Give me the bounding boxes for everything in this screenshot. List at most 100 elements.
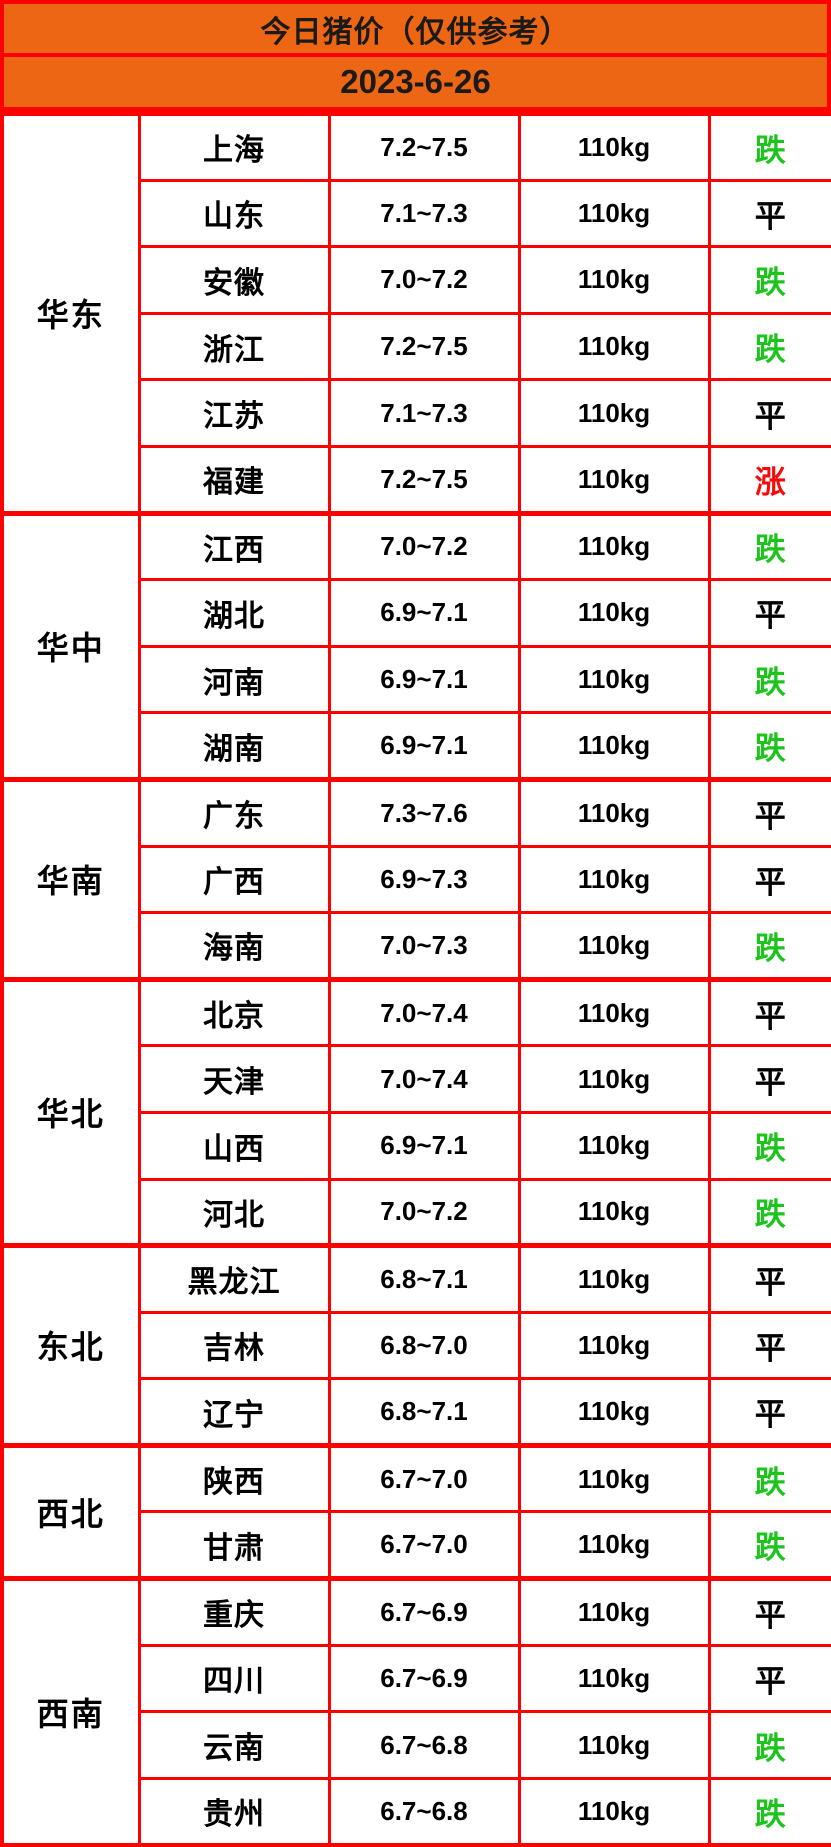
table-row: 江苏 7.1~7.3 110kg 平 — [2, 378, 831, 448]
price-cell: 6.9~7.1 — [327, 578, 521, 648]
weight-cell: 110kg — [517, 444, 711, 515]
province-cell: 江西 — [137, 510, 331, 582]
weight-cell: 110kg — [517, 378, 711, 448]
table-row: 广西 6.9~7.3 110kg 平 — [2, 844, 831, 915]
trend-cell: 平 — [707, 776, 831, 848]
region-cell: 东北 — [0, 1243, 141, 1447]
trend-cell: 平 — [707, 578, 831, 648]
table-row: 河北 7.0~7.2 110kg 跌 — [2, 1177, 831, 1248]
region-cell: 华东 — [0, 111, 141, 515]
province-cell: 广东 — [137, 776, 331, 848]
province-cell: 陕西 — [137, 1442, 331, 1514]
table-row: 河南 6.9~7.1 110kg 跌 — [2, 644, 831, 715]
table-row: 山东 7.1~7.3 110kg 平 — [2, 178, 831, 249]
weight-cell: 110kg — [517, 245, 711, 315]
province-cell: 山东 — [137, 178, 331, 249]
table-row: 海南 7.0~7.3 110kg 跌 — [2, 911, 831, 981]
price-cell: 7.2~7.5 — [327, 311, 521, 382]
trend-cell: 跌 — [707, 1442, 831, 1514]
table-row: 湖南 6.9~7.1 110kg 跌 — [2, 711, 831, 781]
trend-cell: 平 — [707, 1243, 831, 1314]
weight-cell: 110kg — [517, 776, 711, 848]
weight-cell: 110kg — [517, 976, 711, 1048]
trend-cell: 平 — [707, 1044, 831, 1114]
table-row: 甘肃 6.7~7.0 110kg 跌 — [2, 1510, 831, 1581]
province-cell: 安徽 — [137, 245, 331, 315]
table-row: 山西 6.9~7.1 110kg 跌 — [2, 1110, 831, 1181]
weight-cell: 110kg — [517, 1310, 711, 1381]
weight-cell: 110kg — [517, 311, 711, 382]
price-cell: 6.7~6.8 — [327, 1710, 521, 1780]
region-cell: 华南 — [0, 776, 141, 981]
trend-cell: 跌 — [707, 510, 831, 582]
price-cell: 7.0~7.4 — [327, 1044, 521, 1114]
trend-cell: 平 — [707, 1377, 831, 1447]
price-cell: 6.9~7.1 — [327, 1110, 521, 1181]
province-cell: 山西 — [137, 1110, 331, 1181]
weight-cell: 110kg — [517, 578, 711, 648]
price-cell: 6.7~6.9 — [327, 1576, 521, 1647]
region-cell: 华北 — [0, 976, 141, 1248]
region-cell: 西南 — [0, 1576, 141, 1847]
table-row: 安徽 7.0~7.2 110kg 跌 — [2, 245, 831, 315]
price-cell: 6.8~7.0 — [327, 1310, 521, 1381]
trend-cell: 跌 — [707, 911, 831, 981]
weight-cell: 110kg — [517, 178, 711, 249]
price-cell: 7.1~7.3 — [327, 178, 521, 249]
price-cell: 7.0~7.2 — [327, 245, 521, 315]
weight-cell: 110kg — [517, 1110, 711, 1181]
weight-cell: 110kg — [517, 711, 711, 781]
trend-cell: 平 — [707, 1643, 831, 1714]
province-cell: 云南 — [137, 1710, 331, 1780]
province-cell: 海南 — [137, 911, 331, 981]
table-row: 辽宁 6.8~7.1 110kg 平 — [2, 1377, 831, 1447]
weight-cell: 110kg — [517, 1710, 711, 1780]
price-cell: 7.2~7.5 — [327, 444, 521, 515]
trend-cell: 跌 — [707, 711, 831, 781]
province-cell: 贵州 — [137, 1776, 331, 1847]
table-row: 华中 江西 7.0~7.2 110kg 跌 — [0, 510, 831, 781]
weight-cell: 110kg — [517, 1044, 711, 1114]
price-cell: 7.0~7.2 — [327, 510, 521, 582]
trend-cell: 跌 — [707, 1776, 831, 1847]
table-row: 西南 重庆 6.7~6.9 110kg 平 — [0, 1576, 831, 1847]
province-cell: 甘肃 — [137, 1510, 331, 1581]
weight-cell: 110kg — [517, 911, 711, 981]
province-cell: 江苏 — [137, 378, 331, 448]
trend-cell: 跌 — [707, 644, 831, 715]
trend-cell: 跌 — [707, 1710, 831, 1780]
weight-cell: 110kg — [517, 510, 711, 582]
price-table: 华东 上海 7.2~7.5 110kg 跌 山东 7.1~7.3 110kg 平… — [0, 111, 831, 1847]
province-cell: 福建 — [137, 444, 331, 515]
trend-cell: 跌 — [707, 111, 831, 182]
province-cell: 湖北 — [137, 578, 331, 648]
table-row: 贵州 6.7~6.8 110kg 跌 — [2, 1776, 831, 1847]
trend-cell: 平 — [707, 844, 831, 915]
province-cell: 湖南 — [137, 711, 331, 781]
province-cell: 天津 — [137, 1044, 331, 1114]
province-cell: 重庆 — [137, 1576, 331, 1647]
price-cell: 7.1~7.3 — [327, 378, 521, 448]
price-cell: 7.0~7.2 — [327, 1177, 521, 1248]
price-cell: 6.9~7.3 — [327, 844, 521, 915]
price-cell: 6.8~7.1 — [327, 1243, 521, 1314]
trend-cell: 跌 — [707, 1110, 831, 1181]
region-cell: 华中 — [0, 510, 141, 781]
weight-cell: 110kg — [517, 1377, 711, 1447]
trend-cell: 跌 — [707, 1177, 831, 1248]
price-cell: 7.0~7.3 — [327, 911, 521, 981]
weight-cell: 110kg — [517, 111, 711, 182]
table-row: 福建 7.2~7.5 110kg 涨 — [2, 444, 831, 515]
trend-cell: 平 — [707, 1310, 831, 1381]
weight-cell: 110kg — [517, 844, 711, 915]
region-cell: 西北 — [0, 1442, 141, 1581]
weight-cell: 110kg — [517, 1776, 711, 1847]
province-cell: 上海 — [137, 111, 331, 182]
table-row: 云南 6.7~6.8 110kg 跌 — [2, 1710, 831, 1780]
trend-cell: 平 — [707, 378, 831, 448]
price-cell: 6.7~6.9 — [327, 1643, 521, 1714]
weight-cell: 110kg — [517, 1177, 711, 1248]
province-cell: 浙江 — [137, 311, 331, 382]
price-cell: 7.0~7.4 — [327, 976, 521, 1048]
page-title: 今日猪价（仅供参考） — [260, 15, 571, 49]
